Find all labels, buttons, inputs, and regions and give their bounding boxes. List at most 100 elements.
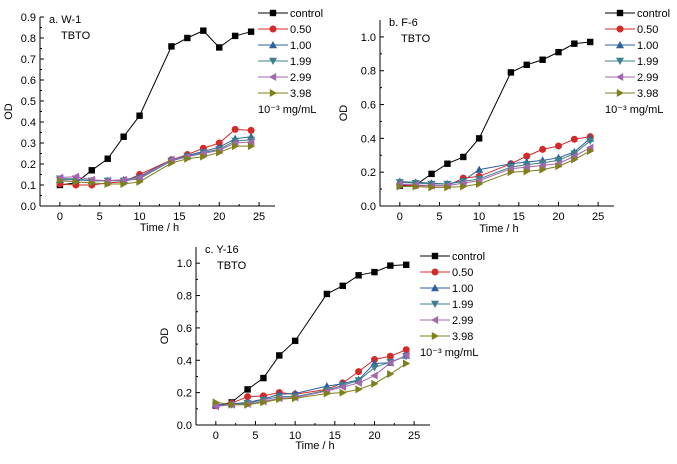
legend-entry: control [420,251,485,263]
y-tick-label: 0.4 [361,133,376,145]
data-point [370,355,378,363]
legend-entry: 3.98 [420,331,473,343]
data-point [72,177,80,186]
x-tick-label: 10 [473,211,485,223]
data-point [403,261,410,268]
legend-label: 2.99 [637,72,658,84]
y-axis-label: OD [3,103,15,120]
data-point [260,398,268,407]
data-point [460,153,467,161]
series-2.99 [55,137,255,185]
x-tick-label: 20 [368,430,380,442]
data-point [247,142,256,151]
legend-label: 3.98 [637,88,658,100]
y-tick-label: 0.6 [361,100,376,112]
series-3.98 [56,142,256,188]
legend-marker [269,73,277,81]
y-tick-label: 1.0 [361,32,376,44]
y-tick-label: 0.4 [177,355,192,367]
chart-panel-1: 0.0 0.1 0.2 0.3 0.4 0.5 0.6 0.7 0.8 0.9 0 5 10 15 20 25… [3,8,323,234]
data-point [135,173,143,182]
data-point [120,133,127,140]
data-point [215,139,223,147]
legend-label: control [452,251,485,263]
data-point [507,69,515,76]
legend-label: 3.98 [290,88,311,100]
data-point [260,374,267,382]
x-tick-label: 25 [253,211,265,223]
data-point [88,178,96,187]
legend-entry: 0.50 [605,24,658,36]
x-tick-label: 15 [329,430,341,442]
data-point [247,28,255,35]
legend-marker [431,332,439,340]
data-point [136,177,144,186]
legend-marker [431,284,439,292]
x-tick-label: 15 [173,211,185,223]
legend-entry: 1.99 [605,56,658,68]
legend-entry: 1.00 [605,40,658,52]
x-tick-label: 20 [213,211,225,223]
series-0.50 [212,346,410,410]
legend-label: 1.00 [637,40,658,52]
data-point [355,272,362,279]
legend-entry: control [605,8,670,20]
x-tick-label: 5 [436,211,442,223]
data-point [428,183,436,192]
data-point [428,170,435,178]
data-point [338,382,346,391]
data-point [412,182,420,191]
data-point [244,393,252,401]
data-point [231,142,240,151]
legend-marker [269,25,277,33]
legend-label: 1.99 [452,299,473,311]
legend-label: 0.50 [637,24,658,36]
series-line [59,30,252,186]
x-tick-label: 5 [97,211,103,223]
y-tick-label: 0.8 [21,33,36,45]
data-point [231,32,239,40]
data-point [370,371,378,380]
legend-marker [431,268,439,276]
data-point [539,145,547,153]
data-point [184,154,192,163]
legend-label: 0.50 [452,267,473,279]
data-point [387,370,395,379]
legend-unit: 10⁻³ mg/mL [258,104,316,116]
panel-label: b. F-6 [389,17,418,29]
y-tick-label: 0.4 [21,117,36,129]
data-point [571,40,578,47]
data-point [200,152,208,161]
y-tick-label: 0.2 [21,159,36,171]
data-point [554,157,563,165]
y-tick-label: 0.0 [177,420,192,432]
data-point [387,262,394,269]
legend-entry: 1.99 [258,56,311,68]
data-point [104,179,112,188]
data-point [522,163,530,172]
legend-entry: 2.99 [420,315,473,327]
panel-annotation: TBTO [217,260,247,272]
legend-entry: control [258,8,323,20]
legend-marker [431,300,439,308]
legend-label: 3.98 [452,331,473,343]
data-point [88,167,95,174]
y-tick-label: 0.0 [21,201,36,213]
legend-entry: 3.98 [605,88,658,100]
series-1.99 [211,353,411,410]
legend-marker [431,252,439,260]
x-tick-label: 25 [592,211,604,223]
data-point [475,180,484,189]
x-tick-label: 0 [57,211,63,223]
legend-entry: 2.99 [258,72,311,84]
legend-entry: 0.50 [420,267,473,279]
y-tick-label: 0.6 [21,75,36,87]
data-point [444,183,452,192]
legend-marker [269,89,277,97]
y-tick-label: 0.0 [361,201,376,213]
data-point [587,147,595,156]
data-point [200,27,207,34]
data-point [339,282,346,290]
data-point [216,44,223,51]
